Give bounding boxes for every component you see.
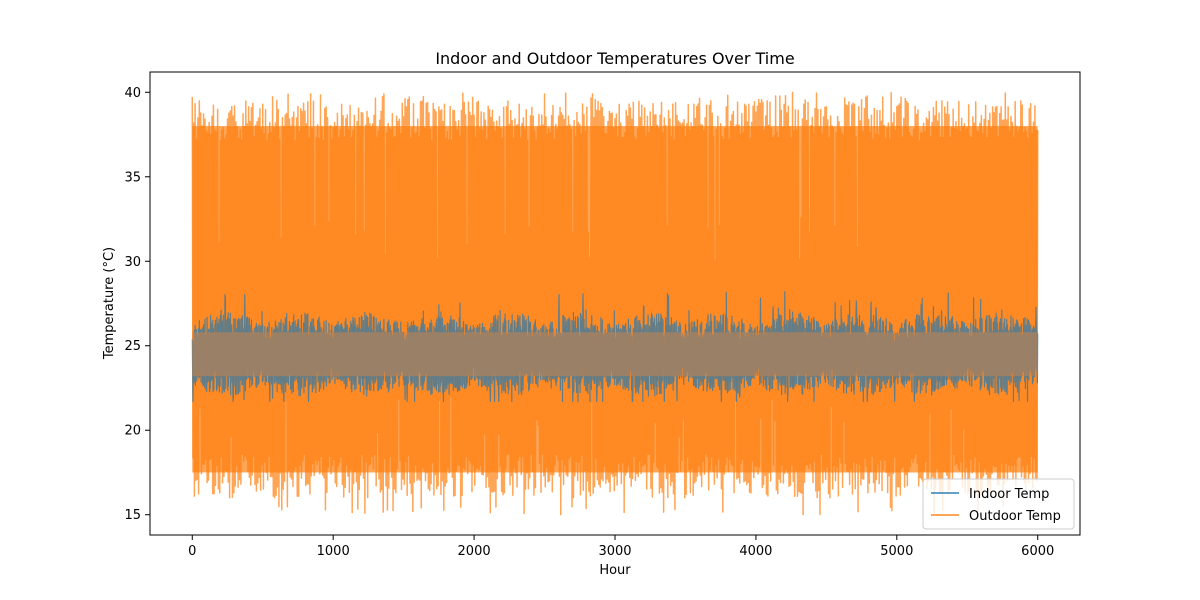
x-tick-label: 5000 [880, 544, 913, 559]
series-indoor [191, 291, 1039, 403]
area-outdoor-core [192, 126, 1038, 473]
x-tick-label: 3000 [598, 544, 631, 559]
series-outdoor [191, 91, 1039, 516]
x-tick-label: 2000 [458, 544, 491, 559]
y-axis-label: Temperature (°C) [102, 247, 117, 360]
x-tick-label: 0 [188, 544, 196, 559]
chart-title: Indoor and Outdoor Temperatures Over Tim… [435, 49, 794, 68]
y-tick-label: 20 [124, 424, 141, 439]
y-tick-label: 40 [124, 86, 141, 101]
y-tick-label: 30 [124, 255, 141, 270]
y-tick-label: 15 [124, 508, 141, 523]
y-tick-label: 25 [124, 339, 141, 354]
series-layer [191, 91, 1039, 516]
x-tick-label: 4000 [739, 544, 772, 559]
x-tick-label: 6000 [1021, 544, 1054, 559]
y-tick-label: 35 [124, 170, 141, 185]
x-axis: 0 1000 2000 3000 4000 5000 6000 [188, 535, 1054, 559]
legend-box [922, 478, 1075, 530]
legend: Indoor Temp Outdoor Temp [922, 478, 1075, 530]
legend-label-outdoor: Outdoor Temp [969, 509, 1061, 524]
y-axis: 15 20 25 30 35 40 [124, 86, 150, 523]
area-indoor-core [192, 332, 1038, 377]
legend-label-indoor: Indoor Temp [969, 487, 1049, 502]
x-axis-label: Hour [599, 563, 631, 578]
x-tick-label: 1000 [317, 544, 350, 559]
